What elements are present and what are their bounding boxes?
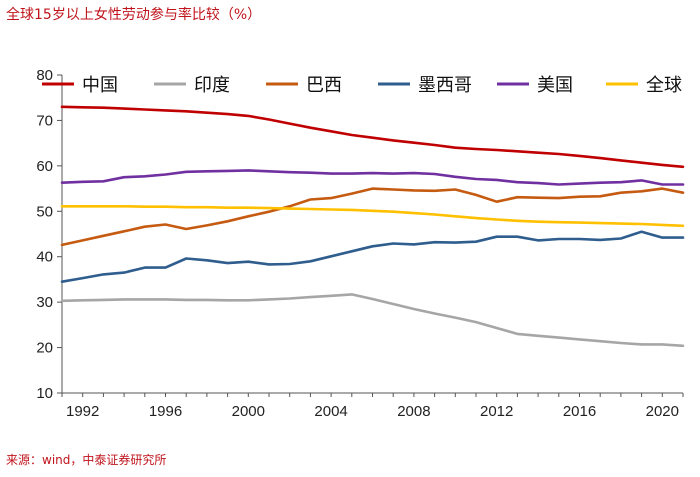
x-tick-label: 2000: [232, 403, 265, 420]
y-tick-label: 50: [36, 203, 53, 220]
series-line-4: [60, 169, 685, 186]
series-line-3: [60, 230, 685, 284]
axes: 10 20 30 40 50 60 70 80 1992 1996 2000 2004 2008 2012…: [36, 67, 684, 420]
y-tick-label: 30: [36, 294, 53, 311]
series-line-5: [60, 205, 685, 228]
y-tick-label: 80: [36, 67, 53, 84]
x-tick-label: 2020: [646, 403, 679, 420]
y-tick-label: 40: [36, 249, 53, 266]
y-tick-label: 20: [36, 340, 53, 357]
x-tick-label: 2012: [480, 403, 513, 420]
legend-label-1: 印度: [194, 75, 230, 96]
series-line-2: [60, 187, 685, 247]
source-note: 来源：wind，中泰证券研究所: [6, 453, 167, 467]
y-tick-label: 10: [36, 385, 53, 402]
series-line-0: [60, 105, 685, 169]
x-tick-label: 2008: [397, 403, 430, 420]
legend-label-0: 中国: [82, 75, 118, 96]
series-lines: [60, 105, 685, 348]
y-tick-label: 70: [36, 112, 53, 129]
legend: 中国 印度 巴西 墨西哥 美国 全球: [42, 75, 682, 96]
x-tick-label: 1996: [149, 403, 182, 420]
series-line-1: [60, 293, 685, 348]
x-tick-label: 2004: [314, 403, 347, 420]
legend-label-4: 美国: [537, 75, 573, 96]
y-tick-label: 60: [36, 158, 53, 175]
legend-label-5: 全球: [646, 75, 682, 96]
legend-label-2: 巴西: [306, 75, 342, 96]
chart-title: 全球15岁以上女性劳动参与率比较（%）: [6, 7, 262, 23]
legend-label-3: 墨西哥: [418, 75, 472, 96]
x-tick-label: 1992: [66, 403, 99, 420]
x-tick-label: 2016: [563, 403, 596, 420]
